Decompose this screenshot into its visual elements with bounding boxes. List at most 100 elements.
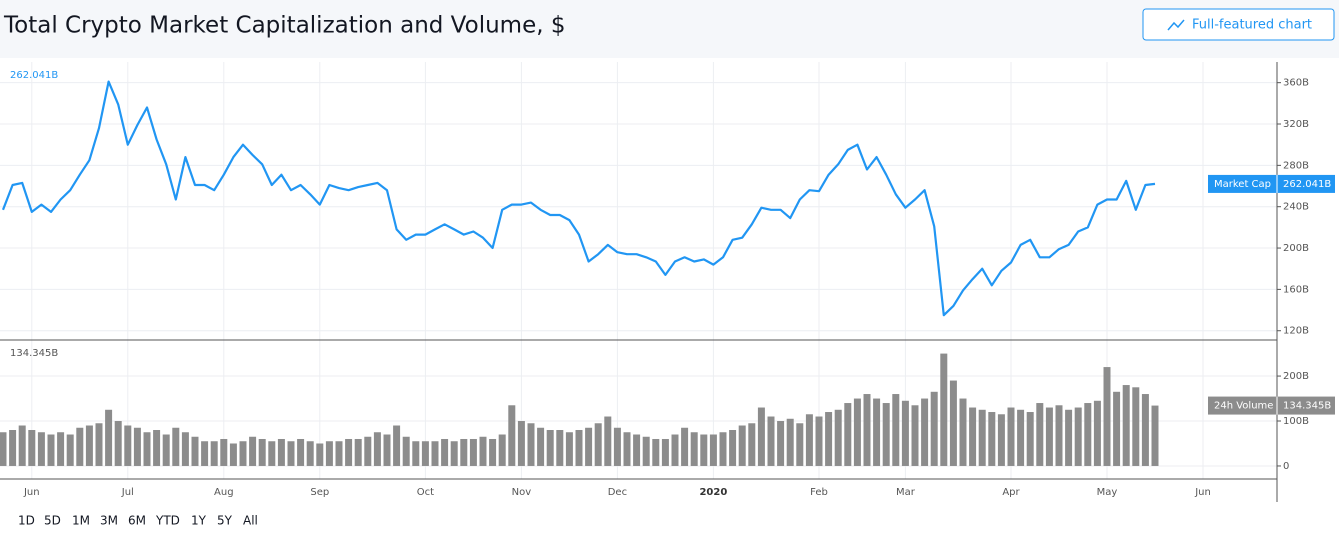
bar bbox=[565, 432, 573, 466]
bar bbox=[268, 441, 276, 466]
bar bbox=[988, 412, 996, 466]
bar bbox=[57, 432, 65, 466]
button-label[interactable]: Full-featured chart bbox=[1192, 18, 1312, 33]
bar bbox=[229, 443, 237, 466]
x-tick-label: May bbox=[1097, 487, 1118, 498]
bar bbox=[239, 441, 247, 466]
bar bbox=[316, 443, 324, 466]
bar bbox=[834, 409, 842, 466]
range-button[interactable]: 5Y bbox=[217, 514, 233, 528]
bar bbox=[335, 441, 343, 466]
bar bbox=[921, 398, 929, 466]
range-button[interactable]: 5D bbox=[44, 514, 61, 528]
bar bbox=[47, 434, 55, 466]
bar bbox=[729, 430, 737, 466]
bar bbox=[1007, 407, 1015, 466]
bar bbox=[469, 438, 477, 466]
bar bbox=[527, 423, 535, 466]
series-name: 24h Volume bbox=[1214, 401, 1273, 412]
bar bbox=[738, 425, 746, 466]
bar bbox=[181, 432, 189, 466]
range-button[interactable]: YTD bbox=[155, 514, 180, 528]
bar bbox=[450, 441, 458, 466]
bar bbox=[623, 432, 631, 466]
bar bbox=[460, 438, 468, 466]
y-tick-label: 0 bbox=[1283, 461, 1289, 472]
bar bbox=[585, 427, 593, 466]
bar bbox=[345, 438, 353, 466]
bar bbox=[1141, 394, 1149, 466]
bar bbox=[85, 425, 93, 466]
bar bbox=[863, 394, 871, 466]
bar bbox=[105, 409, 113, 466]
header-bar bbox=[0, 0, 1339, 58]
bar bbox=[18, 425, 26, 466]
bar bbox=[258, 438, 266, 466]
bar bbox=[786, 418, 794, 466]
button-frame[interactable] bbox=[1142, 8, 1335, 41]
bar bbox=[517, 421, 525, 466]
bar bbox=[911, 405, 919, 466]
bar bbox=[153, 430, 161, 466]
bar bbox=[949, 380, 957, 466]
bar bbox=[671, 434, 679, 466]
bar bbox=[489, 438, 497, 466]
range-button[interactable]: 1Y bbox=[191, 514, 207, 528]
bar bbox=[210, 441, 218, 466]
bar bbox=[969, 407, 977, 466]
bar bbox=[508, 405, 516, 466]
bar bbox=[882, 403, 890, 466]
bar bbox=[393, 425, 401, 466]
y-tick-label: 200B bbox=[1283, 371, 1309, 382]
bar bbox=[1026, 412, 1034, 466]
value-tag bbox=[1208, 174, 1335, 193]
range-button[interactable]: 3M bbox=[100, 514, 118, 528]
y-tick-label: 320B bbox=[1283, 119, 1309, 130]
bar bbox=[1074, 407, 1082, 466]
bar bbox=[1113, 391, 1121, 466]
y-tick-label: 120B bbox=[1283, 326, 1309, 337]
bar bbox=[1103, 367, 1111, 466]
bar bbox=[297, 438, 305, 466]
bar bbox=[306, 441, 314, 466]
x-tick-label: Oct bbox=[417, 487, 434, 498]
bar bbox=[498, 434, 506, 466]
bar bbox=[690, 432, 698, 466]
bar bbox=[1084, 403, 1092, 466]
bar bbox=[421, 441, 429, 466]
range-button[interactable]: 1M bbox=[72, 514, 90, 528]
bar bbox=[1036, 403, 1044, 466]
bar bbox=[642, 436, 650, 466]
bar bbox=[709, 434, 717, 466]
bar bbox=[354, 438, 362, 466]
bar bbox=[661, 438, 669, 466]
bar bbox=[66, 434, 74, 466]
range-button[interactable]: All bbox=[243, 514, 258, 528]
grid bbox=[0, 62, 1277, 479]
range-button[interactable]: 1D bbox=[18, 514, 35, 528]
bar bbox=[1122, 385, 1130, 466]
bar bbox=[537, 427, 545, 466]
bar bbox=[633, 434, 641, 466]
bar bbox=[815, 416, 823, 466]
bar bbox=[383, 434, 391, 466]
bar bbox=[853, 398, 861, 466]
bar bbox=[700, 434, 708, 466]
full-chart-button[interactable]: Full-featured chart bbox=[1142, 8, 1335, 41]
bar bbox=[1017, 409, 1025, 466]
bar bbox=[172, 427, 180, 466]
bar bbox=[191, 436, 199, 466]
pane-value: 262.041B bbox=[10, 70, 58, 81]
bar bbox=[892, 394, 900, 466]
bar bbox=[133, 427, 141, 466]
bar bbox=[76, 427, 84, 466]
range-button[interactable]: 6M bbox=[128, 514, 146, 528]
last-value-label: 134.345B bbox=[1283, 401, 1331, 412]
bar bbox=[124, 425, 132, 466]
x-tick-label: Jul bbox=[121, 487, 134, 498]
bar bbox=[28, 430, 36, 466]
bar bbox=[1093, 400, 1101, 466]
bar bbox=[9, 430, 17, 466]
bar bbox=[0, 432, 7, 466]
